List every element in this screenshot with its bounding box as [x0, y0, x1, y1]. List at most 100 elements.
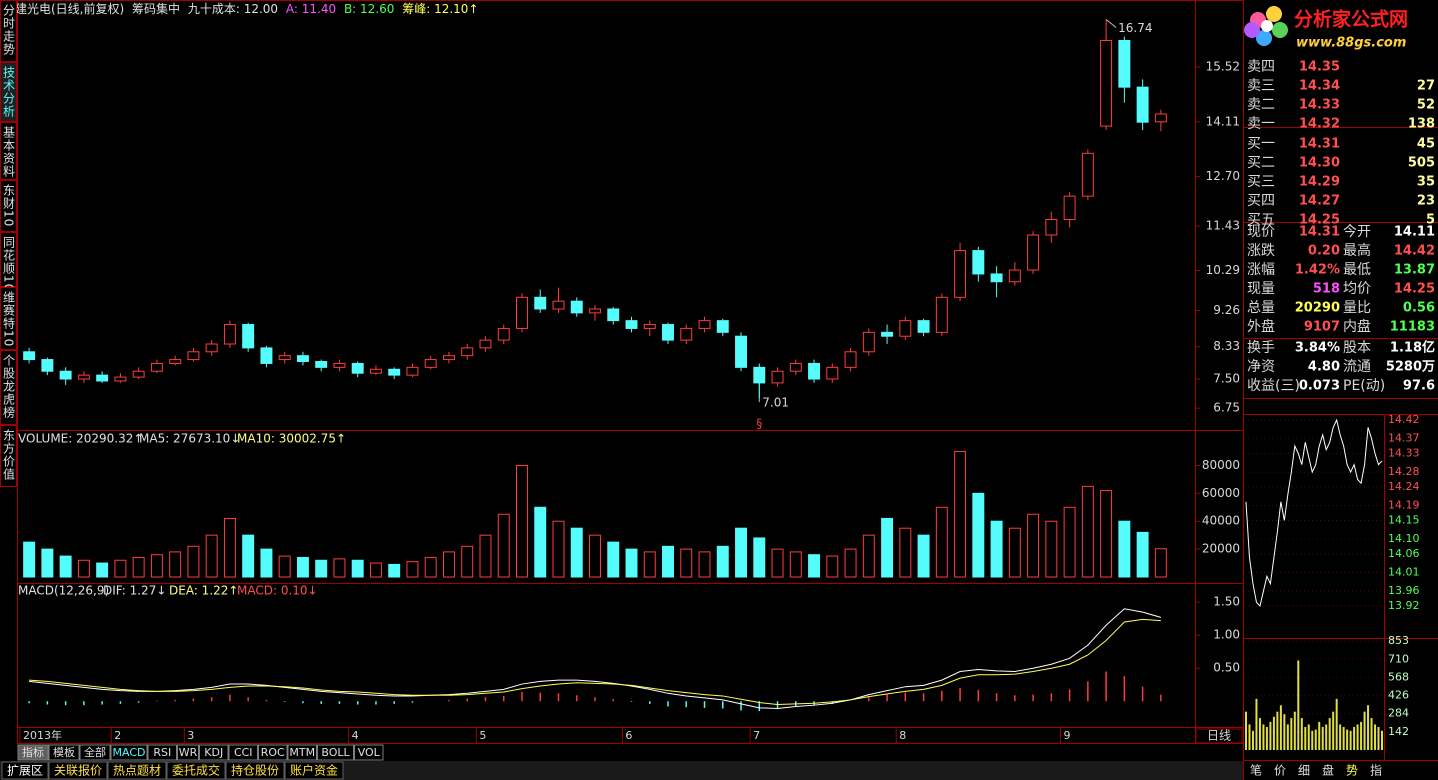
- sidebar-tab[interactable]: [0, 425, 17, 487]
- sidebar-tab[interactable]: [0, 122, 17, 180]
- indicator-tab[interactable]: [79, 744, 111, 761]
- date-label: 8: [899, 729, 906, 742]
- view-tab[interactable]: 指: [1370, 763, 1382, 778]
- volume-bar: [789, 551, 802, 578]
- date-label: 2: [114, 729, 121, 742]
- indicator-tab-label[interactable]: KDJ: [204, 746, 223, 759]
- indicator-tab[interactable]: [147, 744, 177, 761]
- candle-body: [698, 320, 711, 329]
- bottom-tab-label[interactable]: 账户资金: [290, 763, 338, 778]
- sidebar-tab-label[interactable]: 维赛特10: [2, 291, 16, 348]
- indicator-tab-label[interactable]: MTM: [289, 746, 315, 759]
- indicator-tab-label[interactable]: 指标: [22, 745, 44, 759]
- sidebar-tab-label[interactable]: 基本资料: [2, 126, 16, 178]
- indicator-tab[interactable]: [17, 744, 49, 761]
- bottom-tab[interactable]: [225, 761, 285, 780]
- candle-body: [552, 300, 565, 310]
- volume-bar: [260, 548, 273, 578]
- candle-body: [479, 339, 492, 349]
- order-label: 卖四: [1247, 59, 1275, 75]
- bottom-tab-label[interactable]: 委托成交: [172, 763, 220, 778]
- volume-bar: [1081, 485, 1094, 578]
- indicator-tab-label[interactable]: 全部: [84, 745, 106, 759]
- sidebar-tab[interactable]: [0, 180, 17, 232]
- sidebar-tab-label[interactable]: 技术分析: [2, 66, 16, 118]
- bottom-tab-label[interactable]: 热点题材: [113, 764, 161, 778]
- sidebar-tab-label[interactable]: 分时走势: [2, 4, 16, 56]
- bottom-tab[interactable]: [166, 761, 226, 780]
- stat-label: 股本: [1343, 340, 1371, 356]
- indicator-tab[interactable]: [354, 744, 384, 761]
- volume-bar: [442, 551, 455, 578]
- indicator-tab-label[interactable]: CCI: [234, 746, 253, 759]
- view-tab[interactable]: 价: [1274, 764, 1286, 778]
- bottom-tab[interactable]: [1, 761, 49, 780]
- candle-body: [589, 308, 601, 314]
- stat-label: 现价: [1247, 224, 1275, 240]
- indicator-tab[interactable]: [258, 744, 288, 761]
- candle-body: [23, 351, 36, 361]
- y-tick-label: 1.50: [1213, 595, 1240, 609]
- y-tick-label: 6.75: [1213, 401, 1240, 415]
- sidebar-tab[interactable]: [0, 287, 17, 350]
- intraday-tick-label: 14.37: [1388, 432, 1420, 445]
- view-tab[interactable]: 盘: [1322, 763, 1334, 778]
- sidebar-tab-label[interactable]: 东财10: [2, 184, 16, 228]
- bottom-tab-label[interactable]: 持仓股份: [231, 763, 279, 778]
- stat-value: 0.20: [1308, 244, 1340, 259]
- indicator-tab-label[interactable]: BOLL: [321, 746, 350, 759]
- indicator-tab[interactable]: [110, 744, 148, 761]
- sidebar-tab[interactable]: [0, 232, 17, 287]
- candle-body: [771, 370, 784, 384]
- sidebar-tab[interactable]: [0, 0, 17, 62]
- view-tab[interactable]: 势: [1346, 764, 1358, 778]
- order-label: 买五: [1247, 212, 1275, 228]
- view-tab[interactable]: 细: [1298, 764, 1310, 778]
- sidebar-tab[interactable]: [0, 62, 17, 122]
- order-qty: 35: [1417, 175, 1435, 190]
- candle-body: [1063, 195, 1076, 220]
- indicator-tab[interactable]: [228, 744, 258, 761]
- stat-value: 3.84%: [1295, 341, 1340, 356]
- candle-body: [369, 368, 382, 374]
- sidebar-tab[interactable]: [0, 350, 17, 425]
- indicator-tab-label[interactable]: RSI: [153, 746, 171, 759]
- sidebar-tab-label[interactable]: 个股龙虎榜: [2, 354, 16, 419]
- candle-body: [826, 366, 839, 380]
- intraday-price-line: [1245, 418, 1383, 608]
- order-label: 买四: [1247, 193, 1275, 209]
- indicator-tab-label[interactable]: VOL: [358, 746, 381, 759]
- candle-body: [917, 320, 930, 333]
- stat-value: 1.18亿: [1390, 340, 1435, 356]
- indicator-tab-label[interactable]: MACD: [113, 746, 146, 759]
- candle-body: [260, 347, 273, 364]
- volume-bar: [1045, 520, 1058, 578]
- indicator-tab[interactable]: [48, 744, 80, 761]
- candle-body: [1081, 152, 1094, 197]
- indicator-tab-label[interactable]: 模板: [53, 745, 75, 759]
- indicator-tab[interactable]: [287, 744, 317, 761]
- volume-bar: [698, 551, 711, 578]
- indicator-tab-label[interactable]: ROC: [261, 746, 285, 759]
- indicator-tab[interactable]: [317, 744, 354, 761]
- indicator-tab[interactable]: [177, 744, 199, 761]
- bottom-tab-label[interactable]: 扩展区: [7, 764, 43, 778]
- volume-bar: [114, 559, 127, 578]
- order-qty: 23: [1417, 194, 1435, 209]
- bottom-tab[interactable]: [107, 761, 167, 780]
- candle-body: [625, 320, 638, 329]
- sidebar-tab-label[interactable]: 同花顺10: [2, 236, 16, 292]
- volume-legend: VOLUME: 20290.32↑: [18, 432, 143, 446]
- view-tab[interactable]: 笔: [1250, 763, 1262, 778]
- indicator-tab[interactable]: [199, 744, 229, 761]
- bottom-tab[interactable]: [48, 761, 108, 780]
- bottom-tab-label[interactable]: 关联报价: [54, 763, 102, 778]
- y-tick-label: 80000: [1202, 458, 1240, 472]
- sidebar-tab-label[interactable]: 东方价值: [2, 429, 16, 481]
- indicator-tab-label[interactable]: WR: [179, 746, 198, 759]
- bottom-tab[interactable]: [284, 761, 344, 780]
- volume-bar: [315, 559, 328, 578]
- volume-bar: [881, 517, 894, 578]
- candle-body: [789, 362, 802, 372]
- logo-icon: [1244, 6, 1288, 46]
